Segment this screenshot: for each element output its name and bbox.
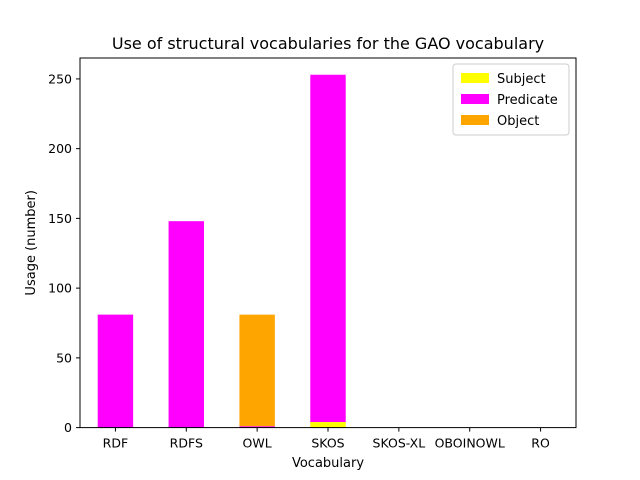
- x-axis: RDF RDFS OWL SKOS SKOS-XL OBOINOWL RO: [103, 427, 550, 451]
- legend-label-predicate: Predicate: [497, 93, 558, 108]
- y-axis-label: Usage (number): [24, 190, 39, 296]
- x-tick-label: OWL: [243, 436, 272, 451]
- x-tick-label: OBOINOWL: [435, 436, 505, 451]
- bar-skos-subject: [310, 422, 346, 428]
- y-tick-label: 50: [56, 350, 72, 365]
- legend: Subject Predicate Object: [452, 63, 570, 136]
- legend-label-subject: Subject: [497, 72, 546, 87]
- x-tick-label: RDF: [103, 436, 129, 451]
- bar-owl-object: [239, 314, 275, 427]
- bar-skos-predicate: [310, 74, 346, 423]
- x-tick-label: RO: [531, 436, 550, 451]
- bar-owl-predicate: [239, 426, 275, 428]
- bar-rdf-predicate: [97, 314, 134, 428]
- bars-group: [97, 74, 346, 428]
- x-tick-label: RDFS: [170, 436, 203, 451]
- x-tick-label: SKOS: [311, 436, 344, 451]
- y-axis: 0 50 100 150 200 250: [48, 71, 80, 435]
- x-axis-label: Vocabulary: [292, 456, 364, 471]
- x-tick-label: SKOS-XL: [373, 436, 426, 451]
- y-tick-label: 0: [64, 420, 72, 435]
- y-tick-label: 100: [48, 281, 72, 296]
- chart-title: Use of structural vocabularies for the G…: [112, 34, 544, 53]
- legend-swatch-object: [461, 115, 489, 125]
- y-tick-label: 250: [48, 71, 72, 86]
- bar-rdfs-predicate: [168, 221, 204, 428]
- y-tick-label: 200: [48, 141, 72, 156]
- y-tick-label: 150: [48, 211, 72, 226]
- legend-swatch-subject: [461, 73, 489, 83]
- legend-swatch-predicate: [461, 94, 489, 104]
- legend-label-object: Object: [497, 114, 539, 129]
